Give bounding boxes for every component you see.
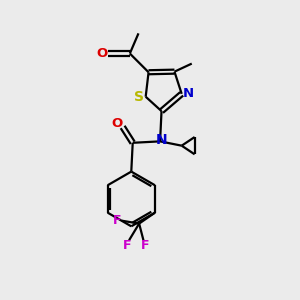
Text: S: S (134, 90, 144, 104)
Text: O: O (112, 117, 123, 130)
Text: F: F (141, 239, 149, 252)
Text: O: O (97, 47, 108, 60)
Text: F: F (112, 214, 121, 227)
Text: N: N (156, 133, 167, 147)
Text: F: F (123, 239, 132, 252)
Text: N: N (182, 87, 194, 100)
